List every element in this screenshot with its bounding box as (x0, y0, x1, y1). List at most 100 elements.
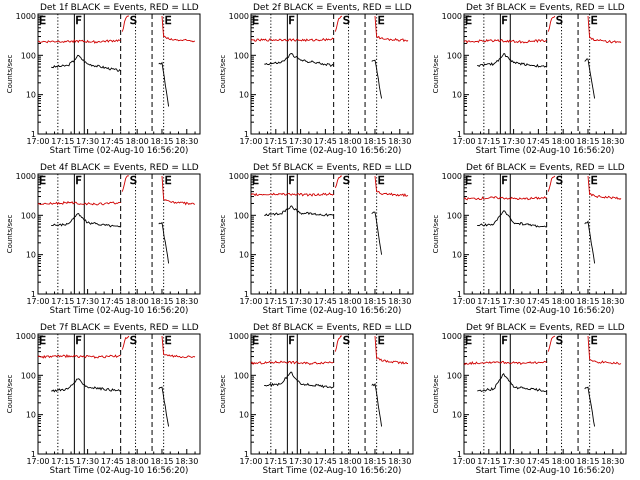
y-tick-label: 100 (447, 371, 462, 380)
x-tick-label: 17:15 (477, 457, 500, 466)
plot-frame (463, 173, 627, 295)
chart-title: Det 5f BLACK = Events, RED = LLD (253, 163, 412, 173)
mode-marker-label: E (378, 174, 385, 187)
mode-marker-label: E (378, 334, 385, 347)
mode-marker-label: E (465, 334, 472, 347)
events-series-line (477, 372, 547, 392)
lld-series-line (121, 175, 130, 192)
y-tick-label: 1000 (442, 12, 462, 21)
y-tick-label: 1 (31, 290, 36, 299)
plot-frame (37, 13, 201, 135)
y-tick-label: 100 (234, 211, 249, 220)
x-tick-label: 17:00 (26, 457, 49, 466)
chart-title: Det 2f BLACK = Events, RED = LLD (253, 3, 412, 13)
x-tick-label: 17:00 (452, 457, 475, 466)
x-tick-label: 17:45 (314, 137, 337, 146)
lld-series-line (161, 175, 196, 206)
x-tick-label: 18:00 (339, 457, 362, 466)
x-axis-label: Start Time (02-Aug-10 16:56:20) (263, 306, 402, 316)
mode-marker-label: F (288, 174, 294, 187)
y-tick-label: 100 (234, 51, 249, 60)
mode-marker-label: E (252, 174, 259, 187)
x-tick-label: 17:30 (76, 137, 99, 146)
y-tick-label: 1000 (442, 172, 462, 181)
mode-marker-label: F (501, 14, 507, 27)
mode-marker-label: E (165, 14, 172, 27)
x-tick-label: 17:00 (239, 137, 262, 146)
x-tick-label: 17:45 (101, 137, 124, 146)
x-tick-label: 18:15 (576, 137, 599, 146)
x-tick-label: 17:30 (289, 137, 312, 146)
mode-marker-label: E (252, 334, 259, 347)
mode-marker-label: F (288, 334, 294, 347)
events-series-line (158, 61, 170, 107)
lld-series-line (161, 335, 196, 359)
x-tick-label: 17:00 (239, 457, 262, 466)
x-tick-label: 18:15 (150, 297, 173, 306)
events-series-line (264, 371, 334, 389)
mode-marker-label: S (343, 334, 350, 347)
x-tick-label: 17:15 (264, 297, 287, 306)
mode-marker-label: S (343, 174, 350, 187)
lld-series-line (587, 335, 622, 365)
chart-title: Det 8f BLACK = Events, RED = LLD (253, 323, 412, 333)
x-axis-label: Start Time (02-Aug-10 16:56:20) (263, 466, 402, 476)
chart-panel: Det 9f BLACK = Events, RED = LLD 1 10 100 10… (432, 323, 627, 476)
plot-frame (463, 333, 627, 455)
y-axis-label: Counts/sec (219, 215, 227, 254)
x-tick-label: 17:30 (502, 297, 525, 306)
mode-marker-label: F (75, 14, 81, 27)
plot-frame (463, 13, 627, 135)
chart-panel: Det 1f BLACK = Events, RED = LLD 1 10 100 10… (6, 3, 201, 156)
x-tick-label: 17:45 (314, 457, 337, 466)
lld-series-line (334, 15, 343, 32)
mode-marker-label: E (39, 334, 46, 347)
x-tick-label: 18:00 (339, 137, 362, 146)
mode-marker-label: F (501, 334, 507, 347)
x-tick-label: 18:30 (388, 297, 411, 306)
x-axis-label: Start Time (02-Aug-10 16:56:20) (50, 466, 189, 476)
mode-marker-label: S (130, 174, 137, 187)
y-tick-label: 10 (26, 251, 36, 260)
x-tick-label: 17:45 (101, 457, 124, 466)
lld-series-line (37, 353, 121, 359)
lld-series-line (374, 175, 409, 198)
mode-marker-label: E (252, 14, 259, 27)
lld-series-line (161, 15, 196, 43)
lld-series-line (587, 15, 622, 44)
y-tick-label: 1000 (16, 172, 36, 181)
events-series-line (477, 53, 547, 68)
x-tick-label: 17:30 (502, 137, 525, 146)
y-tick-label: 10 (26, 91, 36, 100)
lld-series-line (334, 175, 342, 188)
x-tick-label: 17:30 (76, 297, 99, 306)
lld-series-line (334, 335, 342, 352)
events-series-line (477, 210, 547, 228)
x-tick-label: 17:15 (51, 137, 74, 146)
chart-panel: Det 2f BLACK = Events, RED = LLD 1 10 100 10… (219, 3, 414, 156)
y-tick-label: 1000 (16, 12, 36, 21)
lld-series-line (374, 335, 408, 365)
y-tick-label: 1 (244, 290, 249, 299)
chart-title: Det 6f BLACK = Events, RED = LLD (466, 163, 625, 173)
lld-series-line (37, 39, 121, 44)
y-axis-label: Counts/sec (219, 375, 227, 414)
events-series-line (371, 211, 383, 255)
x-tick-label: 18:00 (552, 457, 575, 466)
y-tick-label: 10 (452, 411, 462, 420)
x-tick-label: 17:15 (51, 297, 74, 306)
lld-series-line (37, 200, 121, 206)
x-tick-label: 18:30 (175, 137, 198, 146)
y-tick-label: 100 (447, 211, 462, 220)
mode-marker-label: E (378, 14, 385, 27)
x-tick-label: 18:00 (126, 137, 149, 146)
x-axis-label: Start Time (02-Aug-10 16:56:20) (476, 306, 615, 316)
y-tick-label: 1 (31, 450, 36, 459)
events-series-line (584, 220, 596, 264)
x-tick-label: 18:15 (363, 457, 386, 466)
y-tick-label: 10 (239, 91, 249, 100)
y-tick-label: 1 (457, 130, 462, 139)
mode-marker-label: S (556, 174, 563, 187)
mode-marker-label: E (465, 14, 472, 27)
